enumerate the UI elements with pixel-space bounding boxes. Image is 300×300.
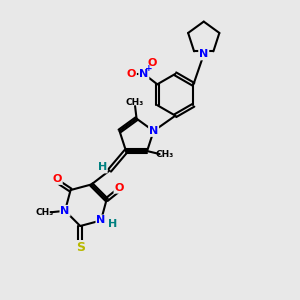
- Text: CH₃: CH₃: [156, 149, 174, 158]
- Text: O: O: [52, 174, 62, 184]
- Text: O: O: [114, 183, 124, 193]
- Text: O: O: [148, 58, 157, 68]
- Text: CH₃: CH₃: [35, 208, 53, 217]
- Text: N: N: [199, 50, 208, 59]
- Text: H: H: [108, 219, 117, 229]
- Text: N: N: [149, 126, 158, 136]
- Text: N: N: [96, 215, 106, 225]
- Text: O: O: [127, 69, 136, 79]
- Text: +: +: [145, 64, 153, 73]
- Text: S: S: [76, 241, 85, 254]
- Text: H: H: [98, 163, 107, 172]
- Text: N: N: [139, 69, 148, 79]
- Text: N: N: [60, 206, 70, 216]
- Text: CH₃: CH₃: [126, 98, 144, 107]
